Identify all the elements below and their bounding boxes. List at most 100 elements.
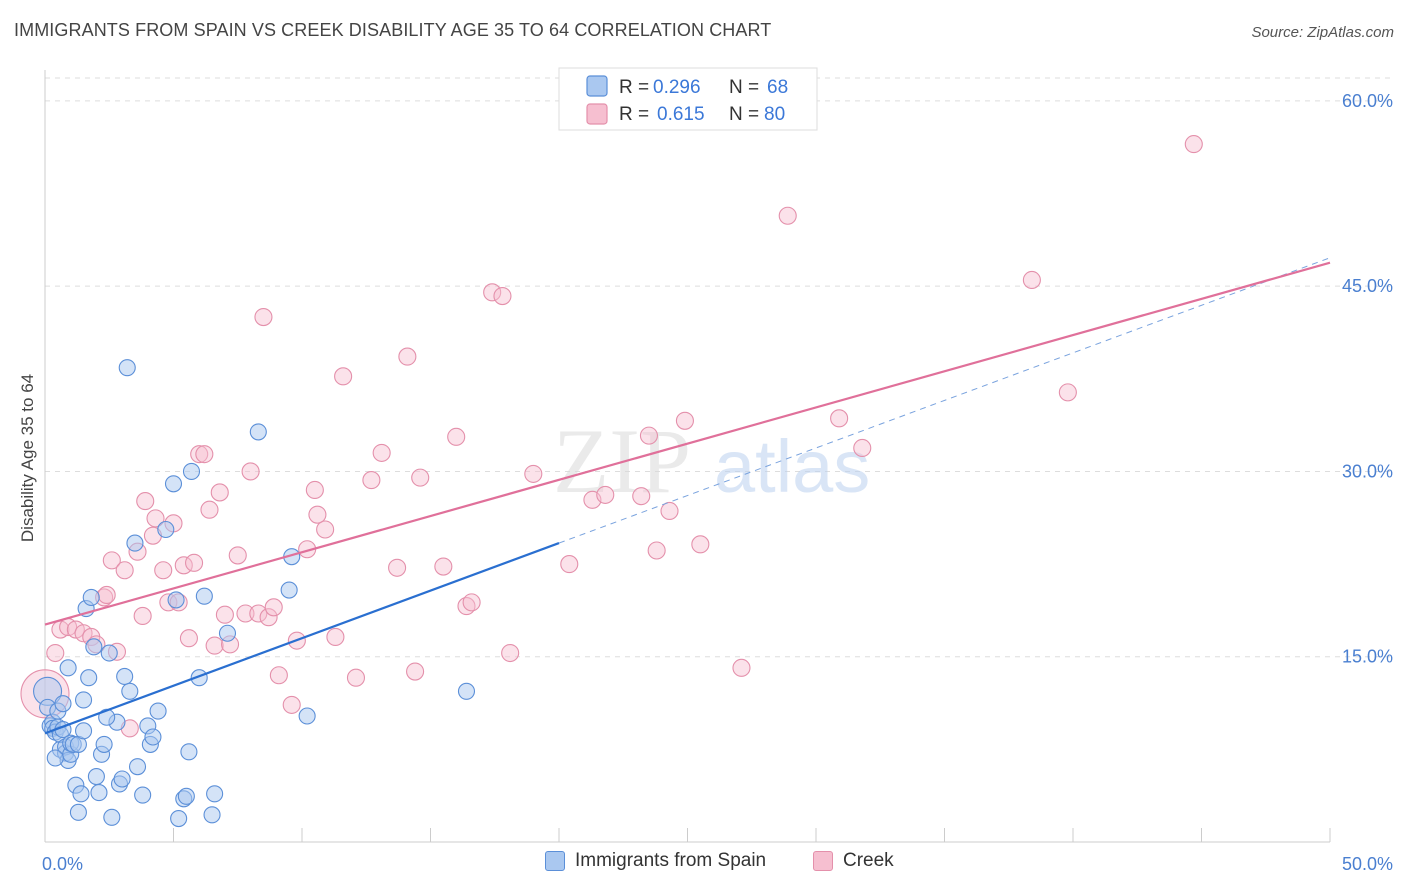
- creek-point: [269, 666, 288, 685]
- creek-point: [732, 658, 751, 677]
- chart-title: IMMIGRANTS FROM SPAIN VS CREEK DISABILIT…: [14, 20, 772, 40]
- creek-point: [411, 468, 430, 487]
- legend-label-creek: Creek: [843, 850, 894, 871]
- spain-point: [167, 591, 185, 609]
- creek-point: [249, 604, 268, 623]
- creek-point: [1184, 135, 1203, 154]
- spain-point: [87, 767, 105, 786]
- spain-point: [116, 667, 134, 686]
- creek-point: [524, 464, 543, 483]
- creek-trend-line: [44, 261, 1331, 626]
- trend-lines: [44, 257, 1331, 735]
- spain-point: [170, 809, 188, 828]
- creek-point: [501, 643, 520, 663]
- creek-point: [778, 206, 797, 225]
- creek-point: [190, 445, 209, 464]
- legend-swatch-spain-bottom: [545, 851, 565, 871]
- spain-point: [280, 581, 298, 599]
- creek-point: [675, 411, 694, 430]
- creek-point: [282, 695, 301, 714]
- creek-point: [154, 561, 173, 580]
- creek-point: [398, 347, 417, 366]
- creek-point: [236, 604, 255, 623]
- creek-point: [254, 307, 273, 327]
- spain-point: [126, 534, 144, 552]
- legend-r-label-1: R =: [619, 77, 654, 98]
- spain-point: [46, 749, 64, 767]
- spain-point: [195, 587, 213, 605]
- legend-item-creek[interactable]: Creek: [813, 850, 894, 872]
- spain-point: [113, 770, 131, 788]
- legend-n-label-1: N =: [729, 77, 764, 98]
- spain-point: [80, 669, 98, 687]
- creek-point: [133, 606, 152, 626]
- spain-point: [95, 735, 113, 753]
- creek-point: [406, 662, 425, 681]
- spain-point: [59, 659, 77, 677]
- creek-point: [97, 585, 116, 605]
- y-tick-label: 15.0%: [1342, 647, 1393, 667]
- legend-item-spain[interactable]: Immigrants from Spain: [545, 850, 766, 872]
- creek-point: [185, 553, 204, 572]
- spain-point: [103, 808, 121, 826]
- grid-lines: [45, 77, 1395, 658]
- y-tick-label: 30.0%: [1342, 461, 1393, 481]
- creek-point: [316, 520, 335, 539]
- spain-point: [72, 785, 90, 803]
- creek-point: [493, 286, 512, 306]
- y-axis-title: Disability Age 35 to 64: [18, 374, 37, 542]
- top-legend: R = 0.296 N = 68 R = 0.615 N = 80: [558, 67, 818, 131]
- creek-point: [434, 557, 453, 576]
- creek-point: [1022, 270, 1041, 290]
- spain-point: [75, 691, 93, 709]
- spain-point: [98, 708, 116, 726]
- creek-point: [136, 492, 155, 511]
- spain-point: [249, 423, 267, 441]
- creek-point: [215, 605, 234, 624]
- legend-swatch-creek-bottom: [813, 851, 833, 871]
- legend-n-label-2: N =: [729, 104, 764, 125]
- creek-point: [632, 487, 651, 506]
- creek-point: [691, 535, 710, 554]
- creek-point: [179, 629, 198, 648]
- spain-point: [298, 707, 316, 725]
- spain-point: [457, 682, 476, 700]
- creek-point: [830, 409, 849, 428]
- creek-point: [115, 561, 134, 580]
- spain-point: [54, 695, 72, 713]
- creek-point: [362, 471, 381, 490]
- y-tick-labels: 15.0% 30.0% 45.0% 60.0%: [1342, 91, 1393, 667]
- spain-trend-extension: [558, 257, 1331, 544]
- spain-point: [203, 806, 221, 824]
- spain-point: [128, 758, 147, 776]
- creek-point: [447, 427, 466, 446]
- spain-point: [164, 475, 183, 493]
- spain-point: [149, 702, 167, 720]
- spain-point: [82, 588, 100, 606]
- creek-point: [102, 551, 121, 570]
- spain-point: [180, 743, 198, 761]
- spain-point: [144, 728, 162, 746]
- creek-point: [195, 445, 214, 464]
- spain-point: [69, 803, 87, 821]
- creek-point: [346, 668, 366, 687]
- spain-point: [121, 682, 139, 700]
- spain-point: [182, 462, 201, 480]
- x-tick-labels: 0.0% 50.0%: [42, 854, 1393, 874]
- creek-point: [647, 541, 666, 560]
- spain-point: [118, 359, 136, 377]
- creek-point: [200, 500, 219, 519]
- spain-point: [218, 624, 237, 642]
- creek-point: [210, 483, 229, 502]
- creek-point: [1058, 383, 1077, 402]
- creek-point: [326, 627, 345, 647]
- spain-point: [75, 722, 93, 740]
- spain-points: [33, 359, 476, 828]
- creek-point: [639, 426, 659, 445]
- creek-point: [241, 462, 260, 481]
- x-tick-label-max: 50.0%: [1342, 854, 1393, 874]
- legend-r-label-2: R =: [619, 104, 654, 125]
